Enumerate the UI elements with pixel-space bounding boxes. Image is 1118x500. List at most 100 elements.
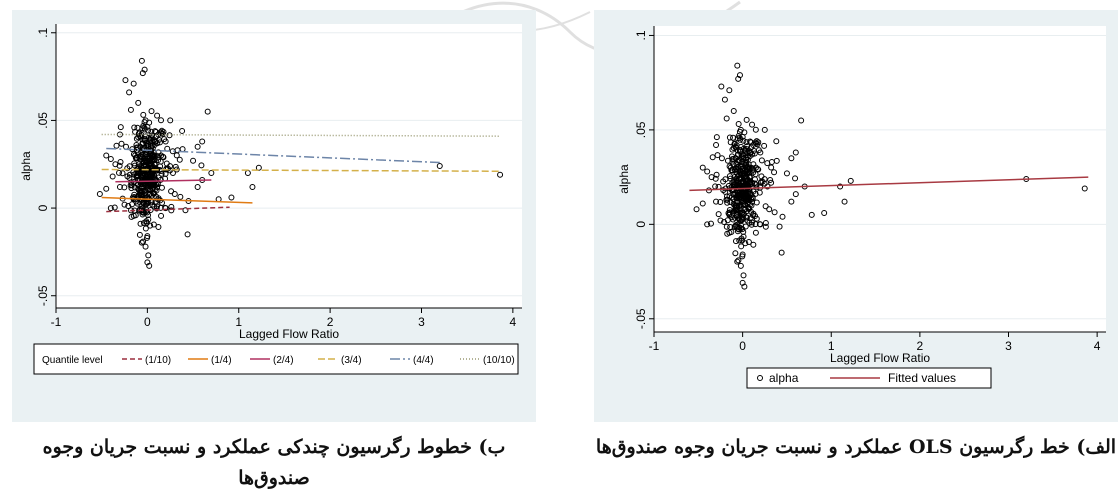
data-point xyxy=(738,216,745,223)
data-point xyxy=(761,126,768,133)
data-point xyxy=(761,142,768,149)
data-point xyxy=(788,155,795,162)
data-point xyxy=(720,178,727,185)
data-point xyxy=(773,138,780,145)
series-line xyxy=(115,179,212,183)
data-point xyxy=(788,198,795,205)
data-point xyxy=(699,200,706,207)
data-point xyxy=(208,170,215,177)
data-point xyxy=(107,155,114,162)
data-point xyxy=(163,165,170,172)
data-point xyxy=(739,251,746,258)
data-point xyxy=(771,209,778,216)
data-point xyxy=(158,212,165,219)
data-point xyxy=(734,62,741,69)
data-point xyxy=(140,200,147,207)
data-point xyxy=(735,120,742,127)
data-point xyxy=(249,184,256,191)
data-point xyxy=(158,127,165,134)
data-point xyxy=(745,194,752,201)
data-point xyxy=(735,75,742,82)
data-point xyxy=(752,171,759,178)
data-point xyxy=(734,228,741,235)
legend-label: Fitted values xyxy=(888,371,956,385)
data-point xyxy=(127,106,134,113)
data-point xyxy=(151,153,158,160)
data-point xyxy=(117,159,124,166)
data-point xyxy=(119,170,126,177)
data-point xyxy=(150,136,157,143)
y-tick-label: 0 xyxy=(634,221,648,228)
y-tick-label: -.05 xyxy=(634,308,648,329)
data-point xyxy=(147,222,154,229)
data-point xyxy=(167,117,174,124)
x-tick-label: 1 xyxy=(235,315,242,329)
x-axis-label: Lagged Flow Ratio xyxy=(830,351,930,365)
data-point xyxy=(723,223,730,230)
data-point xyxy=(713,198,720,205)
legend: alpha Fitted values xyxy=(746,367,992,389)
data-point xyxy=(720,187,727,194)
data-point xyxy=(736,192,743,199)
data-point xyxy=(148,108,155,115)
data-point xyxy=(748,180,755,187)
x-tick-label: 0 xyxy=(144,315,151,329)
data-point xyxy=(116,184,123,191)
data-point xyxy=(726,173,733,180)
data-point xyxy=(738,235,745,242)
data-point xyxy=(704,221,711,228)
data-point xyxy=(747,138,754,145)
data-point xyxy=(749,219,756,226)
data-point xyxy=(137,205,144,212)
series-line xyxy=(106,206,230,213)
data-point xyxy=(736,148,743,155)
data-point xyxy=(750,241,757,248)
data-point xyxy=(713,142,720,148)
data-point xyxy=(724,199,731,206)
data-point xyxy=(136,231,143,238)
legend-label: (2/4) xyxy=(273,355,294,366)
data-point xyxy=(748,221,755,228)
data-point xyxy=(730,181,737,188)
data-point xyxy=(118,140,125,147)
data-point xyxy=(792,175,799,182)
data-point xyxy=(752,213,759,220)
data-point xyxy=(743,139,750,146)
data-point xyxy=(135,170,142,177)
y-tick-label: .05 xyxy=(36,112,50,129)
data-point xyxy=(724,196,731,203)
data-point xyxy=(729,156,736,163)
data-point xyxy=(139,70,146,77)
data-point xyxy=(748,165,755,172)
x-tick-label: 2 xyxy=(327,315,334,329)
data-point xyxy=(255,164,262,171)
data-point xyxy=(103,152,110,159)
data-point xyxy=(194,184,201,191)
data-point xyxy=(749,121,756,128)
data-point xyxy=(771,169,778,176)
data-point xyxy=(145,158,152,165)
data-point xyxy=(740,137,747,144)
series-line xyxy=(689,176,1089,192)
legend-label: alpha xyxy=(769,371,799,385)
data-point xyxy=(739,279,746,286)
data-point xyxy=(758,178,765,185)
data-point xyxy=(158,130,165,137)
data-point xyxy=(176,156,183,163)
data-point xyxy=(741,211,748,218)
data-point xyxy=(144,259,151,266)
data-point xyxy=(713,134,720,141)
data-point xyxy=(204,108,211,115)
data-point xyxy=(154,203,161,210)
legend-label: (1/10) xyxy=(145,355,171,366)
data-point xyxy=(144,233,151,240)
data-point xyxy=(693,206,700,213)
data-point xyxy=(708,174,715,181)
data-point xyxy=(134,124,141,131)
series-line xyxy=(101,168,500,173)
x-axis-label: Lagged Flow Ratio xyxy=(239,327,339,341)
data-point xyxy=(113,142,120,149)
data-point xyxy=(126,89,133,96)
data-point xyxy=(732,250,739,257)
legend-label: (4/4) xyxy=(413,355,434,366)
